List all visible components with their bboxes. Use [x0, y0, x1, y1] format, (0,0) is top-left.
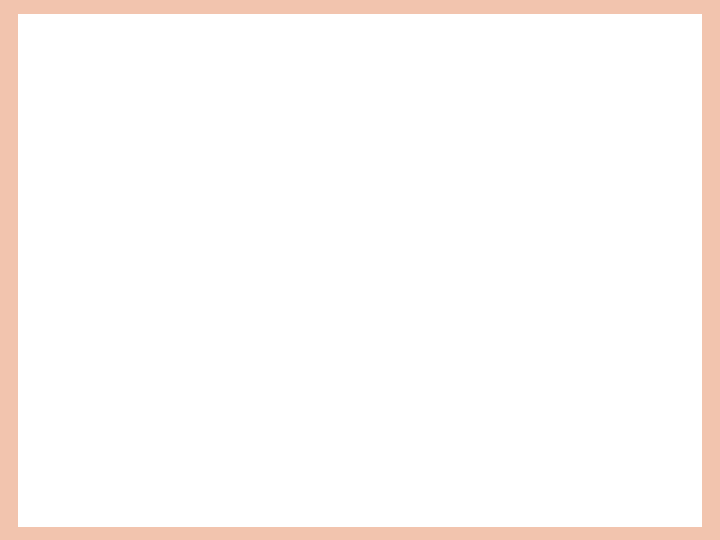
- Text: = 450 cm²/V.s.: = 450 cm²/V.s.: [135, 200, 262, 218]
- Text: d: d: [510, 139, 518, 152]
- Text: mobility, μ: mobility, μ: [39, 200, 127, 218]
- Text: = 10: = 10: [518, 128, 564, 146]
- Text: cm⁻³. Assume an electron mobility of μ: cm⁻³. Assume an electron mobility of μ: [39, 166, 364, 184]
- Text: The concentration of donor impurity atoms in silicon is N: The concentration of donor impurity atom…: [39, 128, 510, 146]
- Text: = 1300 cm²/V.s and hole: = 1300 cm²/V.s and hole: [372, 166, 582, 184]
- Text: DMT 234 Semiconductor Physic & Device: DMT 234 Semiconductor Physic & Device: [153, 38, 567, 56]
- Circle shape: [601, 461, 672, 515]
- Text: EXAMPLE: EXAMPLE: [279, 73, 441, 103]
- Text: Calculate the conductivity of the material: Calculate the conductivity of the materi…: [90, 294, 435, 313]
- Text: Calculate the resistivity of the material: Calculate the resistivity of the materia…: [90, 259, 414, 276]
- Text: n: n: [364, 178, 372, 191]
- Text: ii.: ii.: [55, 298, 68, 312]
- Text: 15: 15: [564, 111, 580, 124]
- Text: i.: i.: [55, 261, 64, 275]
- Text: p: p: [127, 211, 135, 224]
- Text: $\rho = \dfrac{1}{e\mu_n N_d}$;: $\rho = \dfrac{1}{e\mu_n N_d}$;: [497, 251, 567, 280]
